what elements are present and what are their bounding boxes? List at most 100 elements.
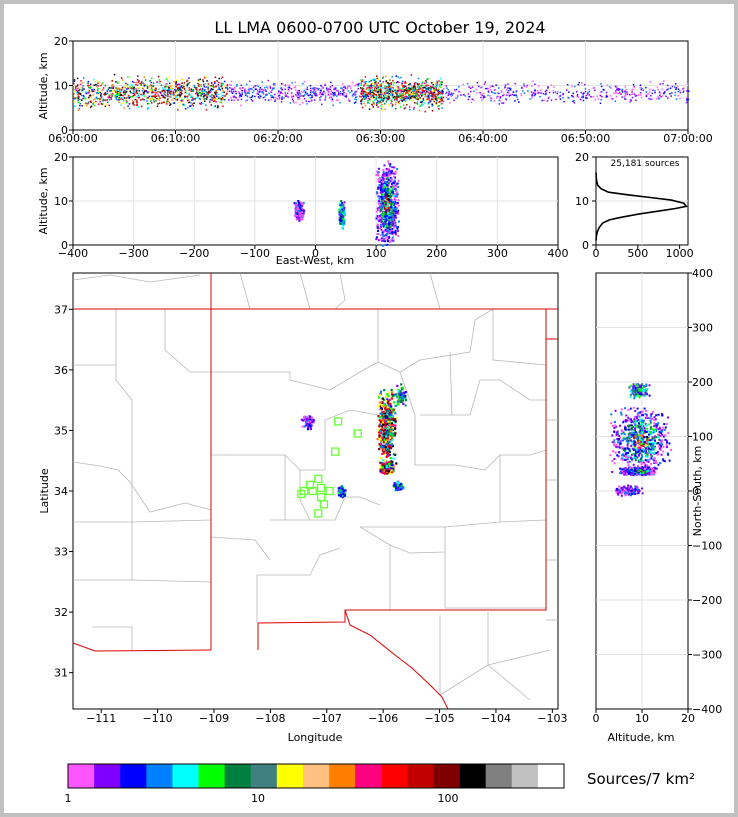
alt-time-source-1-198 (270, 98, 272, 101)
alt-ew-source-2-367 (381, 175, 384, 177)
alt-time-source-0-408 (90, 100, 93, 102)
alt-time-source-0-462 (149, 89, 152, 92)
alt-time-source-2-170 (411, 99, 413, 102)
alt-time-source-2-862 (400, 89, 402, 92)
alt-time-source-0-827 (190, 103, 193, 105)
map-source-0-406 (386, 432, 389, 435)
alt-time-source-2-724 (417, 94, 420, 96)
alt-time-source-0-655 (170, 93, 172, 96)
alt-time-source-3-290 (599, 94, 602, 97)
alt-time-source-0-811 (156, 105, 159, 107)
alt-time-source-0-883 (186, 84, 188, 87)
alt-time-source-3-219 (588, 89, 590, 91)
alt-time-source-2-172 (366, 95, 368, 97)
alt-time-source-2-136 (417, 89, 419, 91)
alt-time-source-3-229 (467, 93, 470, 95)
alt-time-source-0-321 (121, 86, 124, 88)
ns-alt-source-0-170 (665, 439, 668, 442)
alt-time-source-1-352 (274, 93, 276, 96)
alt-time-source-1-258 (260, 95, 262, 98)
alt-time-source-1-100 (244, 92, 246, 94)
alt-ew-source-1-92 (340, 214, 343, 217)
alt-time-source-2-697 (384, 108, 386, 111)
alt-time-source-2-813 (387, 95, 390, 98)
alt-time-source-3-34 (649, 81, 651, 83)
map-source-0-416 (379, 457, 383, 460)
alt-time-source-0-502 (83, 97, 85, 100)
ns-alt-source-0-2 (640, 424, 643, 426)
alt-time-source-3-228 (572, 100, 574, 103)
map-source-3-39 (393, 485, 396, 489)
alt-time-source-3-25 (497, 87, 500, 89)
alt-time-source-2-750 (431, 90, 433, 92)
alt-time-source-2-729 (365, 91, 368, 94)
alt-time-source-1-343 (355, 99, 358, 101)
alt-time-source-1-407 (343, 89, 345, 91)
alt-time-source-0-679 (100, 90, 103, 92)
alt-time-source-2-361 (407, 89, 409, 91)
map-source-0-347 (385, 395, 388, 398)
alt-time-source-2-440 (380, 88, 382, 90)
alt-ew-source-2-629 (379, 219, 382, 222)
alt-time-source-0-198 (213, 86, 215, 88)
alt-time-source-1-296 (291, 96, 293, 98)
alt-time-source-2-834 (367, 100, 369, 102)
alt-ew-source-0-125 (296, 212, 299, 215)
alt-time-source-1-244 (346, 88, 348, 90)
alt-time-source-0-79 (169, 85, 172, 87)
alt-time-source-0-764 (173, 93, 175, 96)
alt-time-source-1-185 (264, 89, 267, 91)
alt-time-source-3-42 (538, 85, 540, 88)
alt-time-source-0-303 (191, 99, 193, 101)
alt-time-source-2-345 (364, 88, 367, 91)
alt-time-source-0-44 (104, 93, 106, 96)
alt-time-source-2-785 (401, 100, 403, 102)
alt-time-source-2-528 (429, 100, 432, 103)
alt-time-source-0-457 (157, 103, 159, 105)
alt-time-source-3-331 (616, 88, 618, 90)
alt-time-source-3-203 (459, 91, 461, 93)
alt-time-source-2-873 (374, 89, 376, 92)
alt-time-source-1-396 (242, 87, 244, 89)
alt-time-source-0-709 (223, 99, 226, 101)
alt-time-source-3-207 (620, 93, 622, 95)
map-source-0-50 (394, 404, 397, 407)
alt-time-source-3-5 (581, 82, 583, 84)
alt-ew-source-0-110 (302, 202, 305, 204)
alt-time-source-2-803 (381, 82, 383, 85)
ns-alt-source-0-92 (622, 453, 624, 456)
alt-time-source-2-849 (376, 96, 378, 98)
alt-time-source-0-594 (132, 91, 135, 93)
alt-time-source-2-730 (408, 94, 410, 97)
alt-time-source-2-563 (370, 92, 372, 94)
map-source-0-402 (390, 430, 393, 433)
map-source-2-65 (399, 393, 402, 396)
alt-time-source-2-771 (427, 102, 430, 104)
alt-time-source-0-801 (208, 91, 211, 94)
alt-time-source-2-174 (421, 82, 423, 85)
map-source-5-58 (339, 495, 343, 498)
alt-time-source-3-278 (580, 98, 582, 101)
alt-time-source-3-196 (566, 83, 569, 86)
alt-time-source-2-774 (411, 91, 413, 94)
alt-time-source-1-215 (355, 83, 357, 86)
map-source-2-24 (400, 383, 403, 386)
alt-time-source-0-691 (132, 92, 134, 95)
alt-ew-source-2-529 (383, 173, 386, 176)
alt-ew-source-2-497 (382, 193, 385, 196)
alt-time-source-3-265 (648, 91, 651, 93)
alt-time-source-2-869 (362, 98, 365, 100)
alt-time-source-3-313 (677, 88, 680, 90)
alt-time-source-2-866 (369, 88, 371, 91)
alt-time-source-2-164 (380, 101, 383, 104)
alt-time-source-3-264 (575, 91, 578, 93)
alt-time-source-1-148 (311, 94, 313, 97)
alt-time-source-0-508 (84, 98, 87, 100)
alt-ew-source-2-577 (380, 195, 383, 198)
alt-time-source-1-173 (320, 84, 322, 87)
alt-time-source-0-866 (206, 93, 208, 95)
alt-time-source-3-120 (543, 99, 546, 102)
alt-time-source-2-308 (421, 94, 423, 96)
alt-time-source-0-32 (186, 92, 188, 94)
alt-time-source-3-111 (531, 97, 533, 99)
